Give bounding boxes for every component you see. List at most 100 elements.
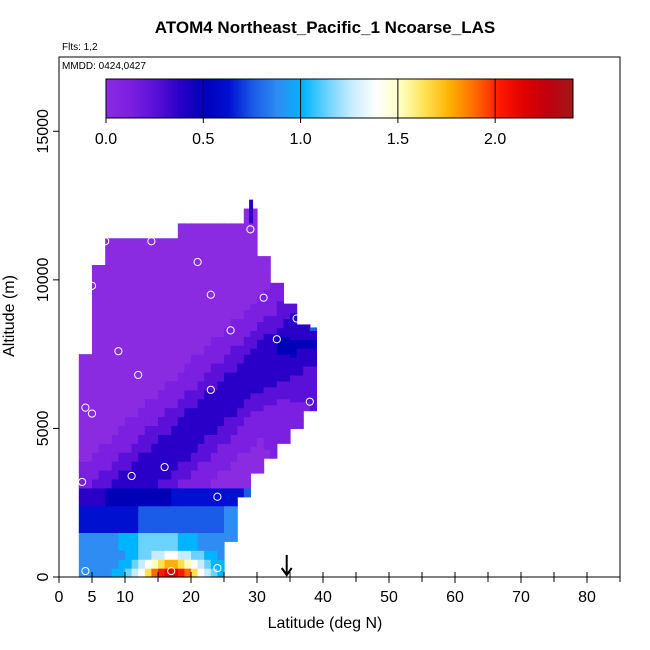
heatmap-cell bbox=[105, 487, 113, 498]
heatmap-cell bbox=[283, 389, 291, 400]
heatmap-cell bbox=[118, 238, 126, 248]
heatmap-cell bbox=[191, 336, 199, 346]
heatmap-cell bbox=[144, 345, 152, 355]
heatmap-cell bbox=[151, 380, 159, 391]
heatmap-cell bbox=[118, 505, 126, 516]
heatmap-cell bbox=[230, 532, 238, 542]
chart-title: ATOM4 Northeast_Pacific_1 Ncoarse_LAS bbox=[154, 18, 496, 37]
heatmap-cell bbox=[184, 443, 192, 453]
heatmap-cell bbox=[144, 371, 152, 382]
heatmap-cell bbox=[276, 300, 284, 311]
heatmap-cell bbox=[138, 238, 146, 248]
x-axis-label: Latitude (deg N) bbox=[267, 615, 383, 632]
heatmap-cell bbox=[144, 532, 152, 542]
heatmap-cell bbox=[158, 470, 166, 480]
heatmap-cell bbox=[283, 416, 291, 427]
heatmap-cell bbox=[105, 265, 113, 275]
heatmap-cell bbox=[309, 327, 317, 331]
heatmap-cell bbox=[111, 559, 119, 569]
heatmap-cell bbox=[210, 389, 218, 400]
heatmap-cell bbox=[164, 470, 172, 480]
heatmap-cell bbox=[92, 354, 100, 364]
heatmap-cell bbox=[151, 541, 159, 551]
heatmap-cell bbox=[164, 273, 172, 284]
heatmap-cell bbox=[197, 425, 205, 435]
heatmap-cell bbox=[158, 523, 166, 534]
heatmap-cell bbox=[105, 523, 113, 534]
heatmap-cell bbox=[250, 259, 258, 269]
heatmap-cell bbox=[177, 568, 185, 578]
heatmap-cell bbox=[257, 339, 265, 349]
heatmap-cell bbox=[171, 550, 179, 560]
heatmap-cell bbox=[164, 238, 172, 248]
heatmap-cell bbox=[92, 487, 100, 498]
heatmap-cell bbox=[105, 327, 113, 337]
heatmap-cell bbox=[296, 410, 304, 421]
heatmap-cell bbox=[217, 300, 225, 311]
heatmap-cell bbox=[184, 354, 192, 364]
heatmap-cell bbox=[144, 407, 152, 418]
heatmap-cell bbox=[144, 559, 152, 569]
heatmap-cell bbox=[250, 455, 258, 465]
heatmap-cell bbox=[257, 259, 265, 269]
heatmap-cell bbox=[131, 354, 139, 364]
heatmap-cell bbox=[197, 345, 205, 355]
heatmap-cell bbox=[243, 407, 251, 418]
heatmap-cell bbox=[177, 223, 185, 230]
heatmap-cell bbox=[177, 300, 185, 311]
heatmap-cell bbox=[197, 443, 205, 453]
heatmap-cell bbox=[230, 407, 238, 418]
heatmap-cell bbox=[78, 434, 86, 444]
heatmap-cell bbox=[197, 309, 205, 320]
heatmap-cell bbox=[98, 282, 106, 293]
heatmap-cell bbox=[177, 496, 185, 507]
heatmap-cell bbox=[290, 392, 298, 403]
heatmap-cell bbox=[191, 568, 199, 578]
heatmap-cell bbox=[197, 223, 205, 230]
heatmap-cell bbox=[224, 229, 232, 239]
heatmap-cell bbox=[217, 273, 225, 284]
heatmap-cell bbox=[98, 434, 106, 444]
heatmap-cell bbox=[164, 514, 172, 525]
heatmap-cell bbox=[92, 514, 100, 525]
heatmap-cell bbox=[217, 223, 225, 230]
heatmap-cell bbox=[171, 532, 179, 542]
heatmap-cell bbox=[144, 273, 152, 284]
heatmap-cell bbox=[210, 416, 218, 427]
heatmap-cell bbox=[191, 398, 199, 409]
heatmap-cell bbox=[158, 514, 166, 525]
heatmap-cell bbox=[177, 559, 185, 569]
heatmap-cell bbox=[105, 380, 113, 391]
x-tick-label: 5 bbox=[88, 589, 97, 606]
heatmap-cell bbox=[197, 532, 205, 542]
heatmap-cell bbox=[217, 247, 225, 257]
heatmap-cell bbox=[92, 461, 100, 471]
heatmap-cell bbox=[138, 380, 146, 391]
heatmap-cell bbox=[257, 455, 265, 465]
heatmap-cell bbox=[184, 273, 192, 284]
heatmap-cell bbox=[105, 461, 113, 471]
heatmap-cell bbox=[92, 318, 100, 328]
heatmap-cell bbox=[210, 487, 218, 498]
heatmap-cell bbox=[270, 306, 278, 317]
heatmap-cell bbox=[283, 425, 291, 435]
sample-point bbox=[272, 335, 281, 344]
heatmap-cell bbox=[191, 282, 199, 293]
heatmap-cell bbox=[230, 247, 238, 257]
heatmap-cell bbox=[171, 256, 179, 266]
heatmap-cell bbox=[92, 416, 100, 427]
heatmap-cell bbox=[257, 464, 265, 474]
heatmap-cell bbox=[118, 247, 126, 257]
heatmap-cell bbox=[243, 220, 251, 230]
heatmap-cell bbox=[111, 318, 119, 328]
heatmap-cell bbox=[210, 461, 218, 471]
heatmap-cell bbox=[177, 380, 185, 391]
heatmap-cell bbox=[303, 348, 311, 358]
heatmap-cell bbox=[98, 363, 106, 373]
heatmap-cell bbox=[144, 452, 152, 462]
heatmap-cell bbox=[125, 541, 133, 551]
heatmap-cell bbox=[144, 470, 152, 480]
heatmap-cell bbox=[197, 291, 205, 302]
heatmap-cell bbox=[309, 366, 317, 376]
heatmap-cell bbox=[263, 256, 271, 263]
